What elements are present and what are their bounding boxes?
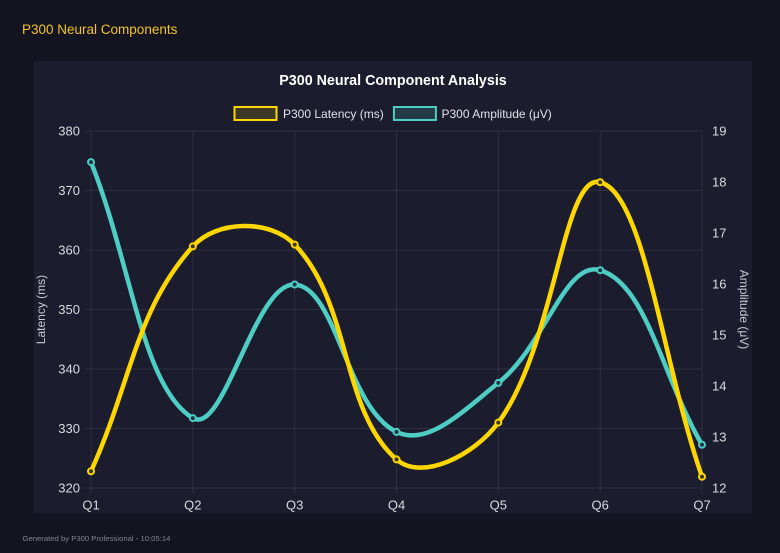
svg-text:Q7: Q7 bbox=[693, 498, 710, 513]
svg-text:Amplitude (μV): Amplitude (μV) bbox=[737, 270, 751, 350]
svg-text:Latency (ms): Latency (ms) bbox=[34, 275, 48, 344]
svg-text:P300 Neural Component Analysis: P300 Neural Component Analysis bbox=[279, 73, 507, 89]
svg-text:14: 14 bbox=[712, 379, 726, 394]
svg-text:P300 Latency (ms): P300 Latency (ms) bbox=[283, 107, 384, 121]
svg-text:Q5: Q5 bbox=[490, 498, 507, 513]
svg-text:17: 17 bbox=[712, 226, 726, 241]
svg-text:Q4: Q4 bbox=[388, 498, 405, 513]
svg-text:Q2: Q2 bbox=[184, 498, 201, 513]
svg-text:19: 19 bbox=[712, 124, 726, 139]
svg-text:P300 Neural Components: P300 Neural Components bbox=[22, 22, 178, 37]
svg-text:12: 12 bbox=[712, 481, 726, 496]
svg-text:13: 13 bbox=[712, 430, 726, 445]
svg-text:380: 380 bbox=[58, 124, 80, 139]
svg-text:Q3: Q3 bbox=[286, 498, 303, 513]
svg-text:Q6: Q6 bbox=[592, 498, 609, 513]
svg-text:18: 18 bbox=[712, 175, 726, 190]
svg-text:P300 Amplitude (μV): P300 Amplitude (μV) bbox=[442, 107, 552, 121]
svg-text:Q1: Q1 bbox=[82, 498, 99, 513]
svg-text:350: 350 bbox=[58, 302, 80, 317]
svg-text:340: 340 bbox=[58, 362, 80, 377]
svg-text:330: 330 bbox=[58, 421, 80, 436]
svg-text:15: 15 bbox=[712, 328, 726, 343]
svg-text:Generated by P300 Professional: Generated by P300 Professional - 10:05:1… bbox=[23, 534, 172, 543]
svg-text:16: 16 bbox=[712, 277, 726, 292]
svg-text:320: 320 bbox=[58, 481, 80, 496]
svg-text:360: 360 bbox=[58, 243, 80, 258]
svg-text:370: 370 bbox=[58, 183, 80, 198]
